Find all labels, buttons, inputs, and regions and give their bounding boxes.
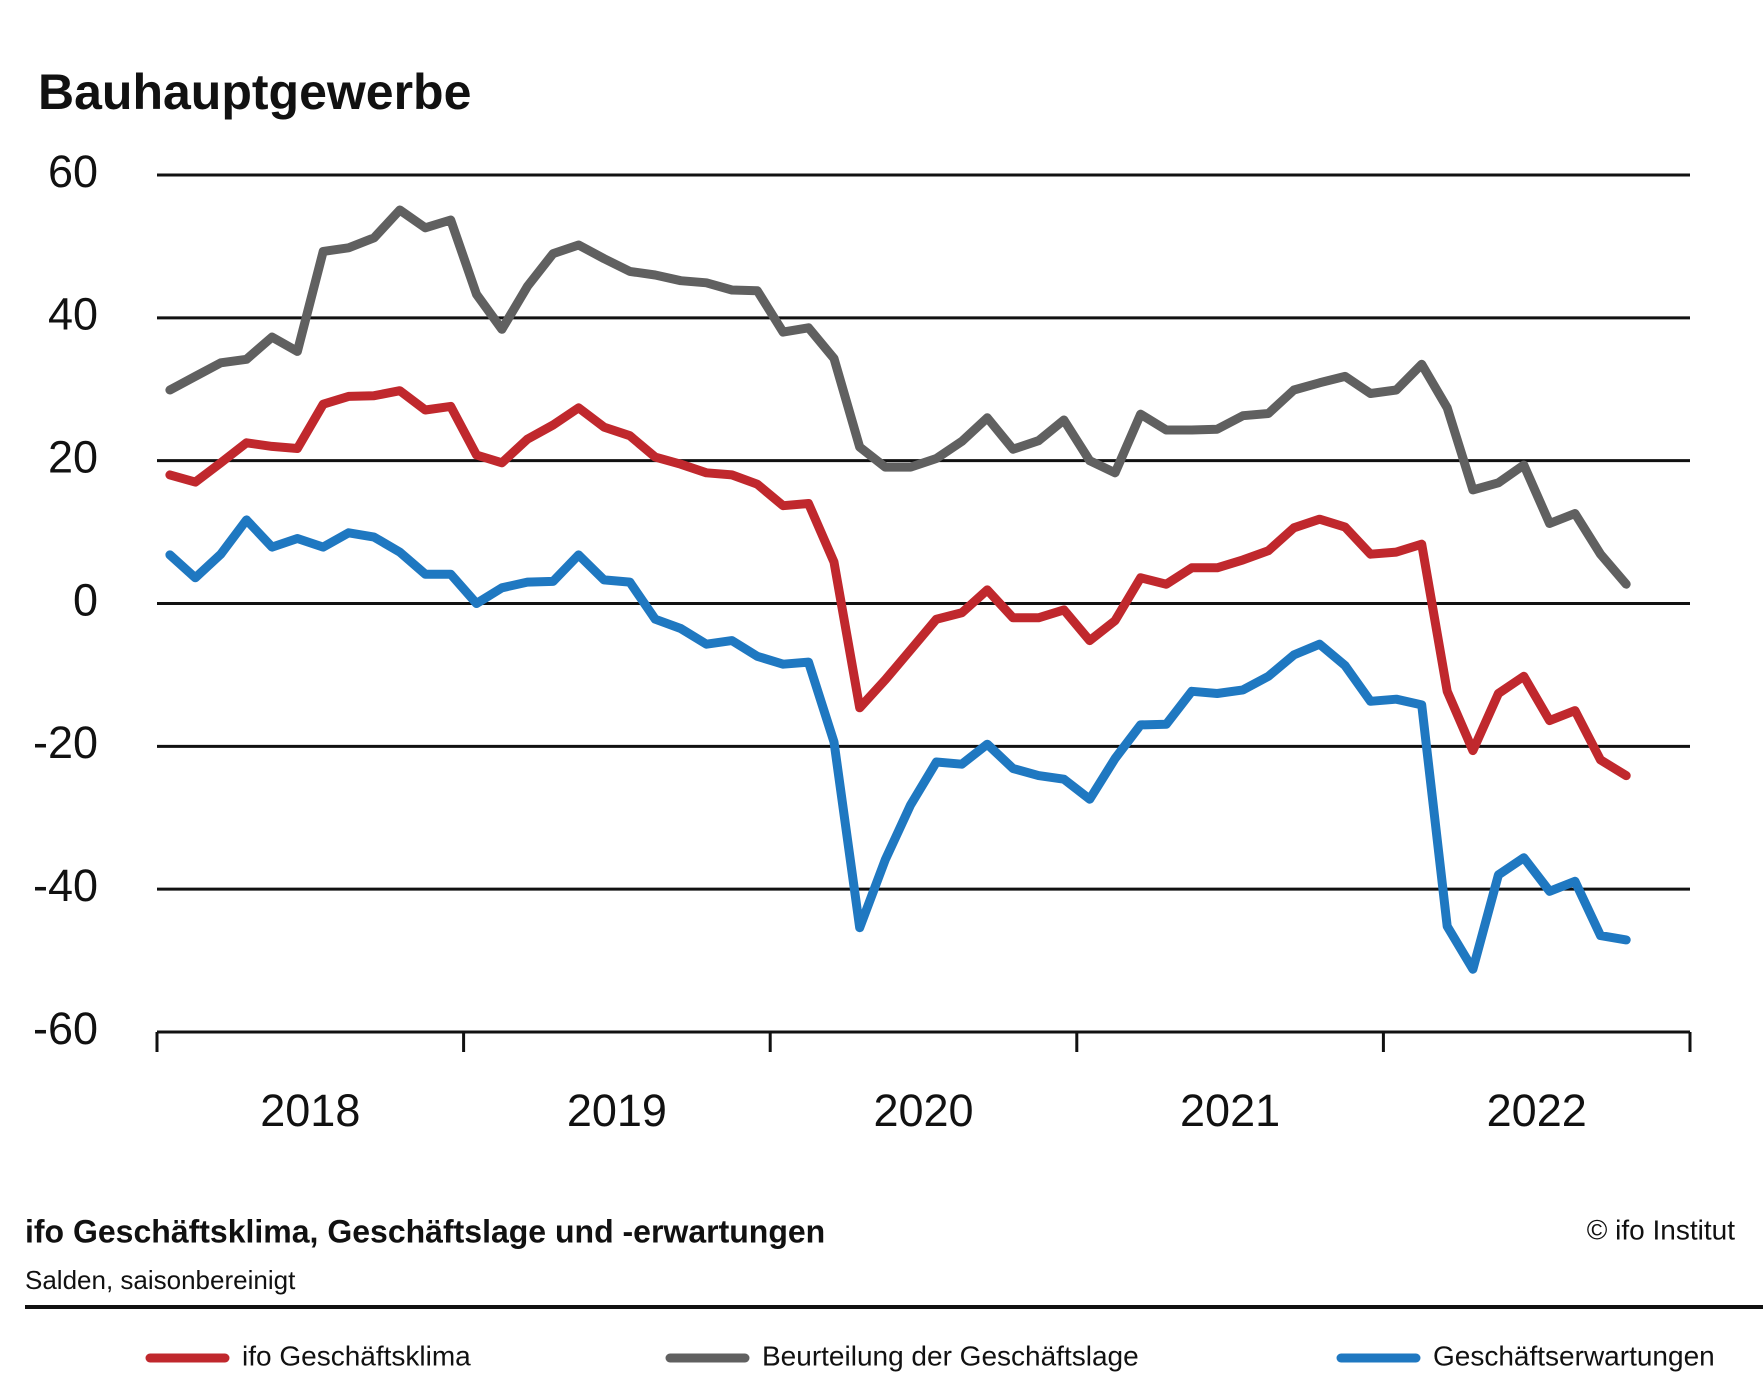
footer-title: ifo Geschäftsklima, Geschäftslage und -e…	[25, 1213, 825, 1249]
chart-title: Bauhauptgewerbe	[38, 64, 471, 120]
subtitle: Salden, saisonbereinigt	[25, 1265, 296, 1295]
series-line	[165, 205, 1631, 589]
x-tick-label: 2022	[1487, 1085, 1587, 1136]
y-tick-label: -20	[33, 717, 98, 768]
y-tick-label: 60	[48, 146, 98, 197]
source: © ifo Institut	[1587, 1214, 1735, 1245]
y-tick-label: -40	[33, 860, 98, 911]
legend-label: Geschäftserwartungen	[1433, 1340, 1715, 1371]
y-tick-label: 0	[73, 574, 98, 625]
legend-label: Beurteilung der Geschäftslage	[762, 1340, 1139, 1371]
series-line	[165, 515, 1631, 974]
x-tick-label: 2019	[567, 1085, 667, 1136]
x-tick-label: 2020	[873, 1085, 973, 1136]
x-tick-label: 2021	[1180, 1085, 1280, 1136]
x-tick-label: 2018	[260, 1085, 360, 1136]
series-line	[165, 386, 1631, 781]
y-tick-label: 40	[48, 289, 98, 340]
y-tick-label: -60	[33, 1003, 98, 1054]
y-tick-label: 20	[48, 432, 98, 483]
legend-label: ifo Geschäftsklima	[242, 1340, 471, 1371]
